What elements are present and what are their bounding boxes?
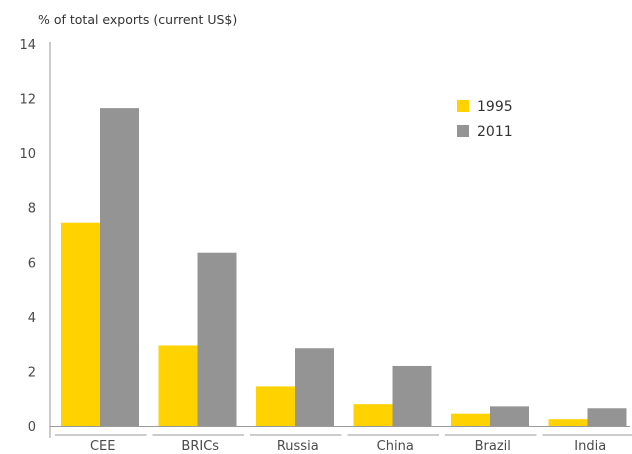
- bar-china-1995: [353, 404, 393, 426]
- legend-swatch-2011: [457, 125, 469, 137]
- y-tick-label: 10: [19, 147, 36, 162]
- x-tick-label-india: India: [574, 439, 606, 454]
- x-tick-label-brics: BRICs: [181, 439, 219, 454]
- x-tick-label-cee: CEE: [90, 439, 116, 454]
- y-tick-label: 8: [28, 202, 36, 217]
- y-tick-label: 4: [28, 311, 36, 326]
- x-axis: CEE BRICs Russia China Brazil India: [50, 426, 632, 454]
- bar-cee-1995: [61, 222, 100, 426]
- bar-brics-1995: [158, 345, 198, 426]
- bar-brics-2011: [197, 252, 237, 426]
- x-tick-label-russia: Russia: [277, 439, 319, 454]
- bar-india-2011: [587, 408, 627, 426]
- bar-russia-1995: [256, 386, 295, 426]
- legend-label-2011: 2011: [477, 124, 513, 140]
- bar-china-2011: [392, 365, 432, 426]
- bars: [61, 108, 627, 426]
- y-tick-label: 14: [19, 38, 36, 53]
- y-tick-label: 12: [19, 93, 36, 108]
- bar-india-1995: [548, 419, 588, 426]
- y-tick-label: 6: [28, 256, 36, 271]
- x-tick-label-china: China: [377, 439, 414, 454]
- bar-cee-2011: [100, 108, 139, 426]
- y-tick-label: 0: [28, 420, 36, 435]
- x-tick-label-brazil: Brazil: [475, 439, 511, 454]
- bar-russia-2011: [295, 348, 334, 426]
- y-axis: 0 2 4 6 8 10 12 14: [19, 38, 51, 438]
- y-axis-title: % of total exports (current US$): [38, 12, 237, 27]
- bar-brazil-2011: [490, 406, 529, 426]
- y-tick-label: 2: [28, 365, 36, 380]
- legend-swatch-1995: [457, 100, 469, 112]
- legend-label-1995: 1995: [477, 99, 513, 115]
- bar-brazil-1995: [451, 413, 490, 426]
- legend: 1995 2011: [457, 99, 513, 140]
